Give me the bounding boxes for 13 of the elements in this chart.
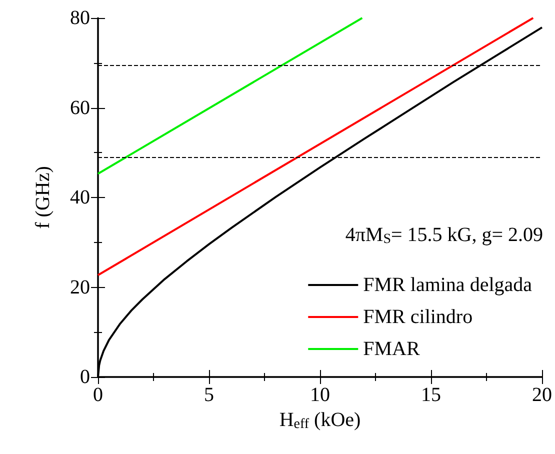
y-axis-title: f (GHz) [32, 166, 54, 229]
y-tick-label: 0 [80, 366, 90, 388]
y-tick-label: 60 [70, 96, 90, 119]
y-tick-label: 20 [70, 276, 90, 298]
x-tick-label: 10 [310, 384, 330, 406]
y-tick-label: 40 [70, 186, 90, 208]
x-tick-label: 5 [204, 384, 214, 406]
x-tick-label: 15 [421, 384, 441, 406]
legend-label: FMR lamina delgada [363, 274, 532, 296]
y-tick-label: 80 [70, 7, 90, 29]
legend-label: FMR cilindro [363, 306, 473, 328]
x-tick-label: 20 [532, 384, 552, 406]
legend-label: FMAR [363, 338, 420, 360]
